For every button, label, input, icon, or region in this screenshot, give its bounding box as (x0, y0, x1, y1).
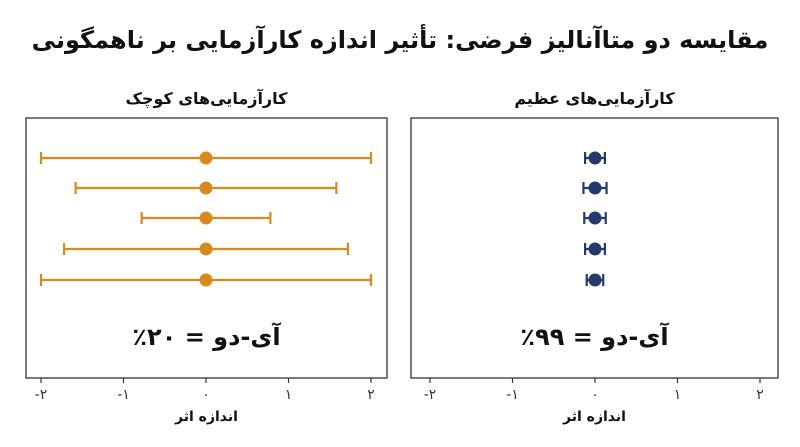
right-study-3 (583, 211, 607, 225)
right-x-axis-label: اندازه اثر (562, 409, 626, 425)
right-study-4 (583, 242, 607, 256)
left-study-5 (39, 273, 373, 287)
left-panel: کارآزمایی‌های کوچک -۲ -۱ ۰ ۱ ۲ اندازه اثر آی-دو… (25, 88, 388, 425)
point-estimate (588, 211, 602, 225)
point-estimate (199, 181, 213, 195)
point-estimate (588, 242, 602, 256)
point-estimate (199, 242, 213, 256)
left-study-1 (39, 151, 373, 165)
right-x-tick-label: ۱ (674, 387, 682, 403)
right-x-tick-label: -۱ (506, 387, 519, 403)
left-x-tick-label: -۲ (35, 387, 48, 403)
point-estimate (199, 273, 213, 287)
right-i2-annotation: آی-دو = ۹۹٪ (520, 322, 669, 351)
right-x-tick-label: -۲ (424, 387, 437, 403)
left-study-3 (140, 211, 272, 225)
left-x-tick-label: ۱ (285, 387, 293, 403)
left-i2-annotation: آی-دو = ۲۰٪ (132, 322, 281, 351)
left-x-tick-label: ۰ (202, 387, 210, 403)
left-study-2 (74, 181, 338, 195)
right-study-5 (585, 273, 605, 287)
right-study-1 (583, 151, 607, 165)
right-x-tick-label: ۰ (591, 387, 599, 403)
right-panel-title: کارآزمایی‌های عظیم (514, 88, 675, 108)
right-panel: کارآزمایی‌های عظیم -۲ -۱ ۰ ۱ ۲ اندازه اثر آی-دو… (410, 88, 779, 425)
point-estimate (588, 273, 602, 287)
point-estimate (588, 151, 602, 165)
point-estimate (588, 181, 602, 195)
left-x-tick-label: -۱ (117, 387, 130, 403)
point-estimate (199, 151, 213, 165)
left-x-tick-label: ۲ (367, 387, 375, 403)
left-x-axis-label: اندازه اثر (174, 409, 238, 425)
right-study-2 (582, 181, 608, 195)
chart-title: مقایسه دو متاآنالیز فرضی: تأثیر اندازه ک… (32, 24, 769, 54)
right-x-tick-label: ۲ (756, 387, 764, 403)
left-panel-title: کارآزمایی‌های کوچک (126, 88, 289, 109)
panels: کارآزمایی‌های کوچک -۲ -۱ ۰ ۱ ۲ اندازه اثر آی-دو… (25, 88, 779, 425)
left-study-4 (62, 242, 349, 256)
point-estimate (199, 211, 213, 225)
